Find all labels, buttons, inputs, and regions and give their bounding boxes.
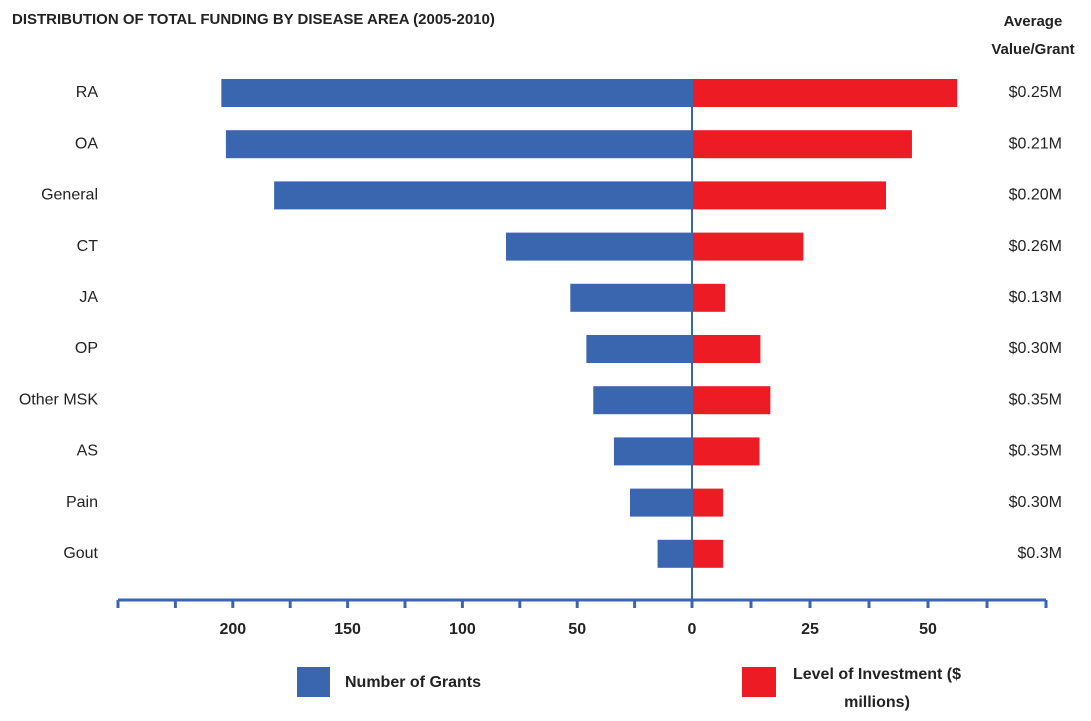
legend-swatch — [297, 667, 330, 697]
category-label: General — [41, 187, 98, 204]
bar — [692, 181, 886, 210]
bar — [274, 181, 692, 210]
x-tick-label: 25 — [801, 621, 819, 638]
x-tick-label: 0 — [688, 621, 697, 638]
bar — [506, 232, 692, 261]
x-tick-label: 50 — [919, 621, 937, 638]
average-label: $0.30M — [1009, 340, 1062, 357]
bar — [692, 283, 726, 312]
bar — [593, 386, 692, 415]
x-tick-label: 150 — [334, 621, 361, 638]
category-label: Other MSK — [19, 391, 98, 408]
bar — [586, 335, 692, 363]
bar — [692, 79, 958, 107]
average-label: $0.30M — [1009, 494, 1062, 511]
category-label: JA — [79, 289, 98, 306]
category-label: Pain — [66, 494, 98, 511]
legend-label: Level of Investment ($ millions) — [792, 666, 962, 711]
bar — [692, 386, 771, 415]
category-label: OP — [75, 340, 98, 357]
average-title: Value/Grant — [991, 41, 1074, 58]
x-tick-label: 100 — [449, 621, 476, 638]
legend-swatch — [742, 667, 776, 697]
category-label: AS — [77, 443, 98, 460]
category-label: OA — [75, 135, 98, 152]
average-label: $0.21M — [1009, 135, 1062, 152]
bar — [692, 335, 761, 363]
bar — [692, 488, 724, 517]
bar — [692, 232, 804, 261]
bar — [692, 539, 724, 568]
bar — [225, 130, 693, 159]
average-title: Average — [1004, 13, 1063, 30]
bar — [221, 79, 692, 107]
legend-label: Number of Grants — [345, 674, 482, 691]
chart-title: DISTRIBUTION OF TOTAL FUNDING BY DISEASE… — [12, 11, 495, 28]
category-label: Gout — [63, 545, 98, 562]
x-tick-label: 200 — [219, 621, 246, 638]
bar — [613, 437, 692, 466]
average-label: $0.26M — [1009, 238, 1062, 255]
bar — [570, 283, 692, 312]
average-label: $0.35M — [1009, 443, 1062, 460]
average-label: $0.35M — [1009, 391, 1062, 408]
bar — [657, 539, 692, 568]
bar — [630, 488, 692, 517]
average-label: $0.20M — [1009, 187, 1062, 204]
x-tick-label: 50 — [568, 621, 586, 638]
category-label: CT — [77, 238, 99, 255]
average-label: $0.13M — [1009, 289, 1062, 306]
average-label: $0.3M — [1018, 545, 1062, 562]
average-label: $0.25M — [1009, 84, 1062, 101]
category-label: RA — [76, 84, 99, 101]
bar — [692, 437, 760, 466]
bar — [692, 130, 912, 159]
